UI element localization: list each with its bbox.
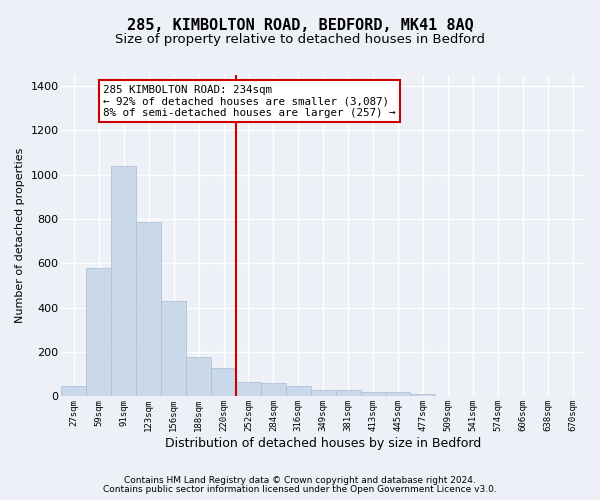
Bar — [410, 394, 436, 396]
Bar — [335, 390, 361, 396]
Bar — [361, 392, 386, 396]
X-axis label: Distribution of detached houses by size in Bedford: Distribution of detached houses by size … — [165, 437, 481, 450]
Text: Contains HM Land Registry data © Crown copyright and database right 2024.: Contains HM Land Registry data © Crown c… — [124, 476, 476, 485]
Text: Contains public sector information licensed under the Open Government Licence v3: Contains public sector information licen… — [103, 485, 497, 494]
Text: 285 KIMBOLTON ROAD: 234sqm
← 92% of detached houses are smaller (3,087)
8% of se: 285 KIMBOLTON ROAD: 234sqm ← 92% of deta… — [103, 84, 396, 118]
Bar — [236, 382, 261, 396]
Bar — [186, 357, 211, 397]
Bar — [136, 222, 161, 396]
Bar — [86, 268, 112, 396]
Bar — [61, 386, 86, 396]
Bar — [161, 301, 186, 396]
Bar — [112, 166, 136, 396]
Bar — [311, 390, 335, 396]
Bar — [286, 386, 311, 396]
Bar — [261, 383, 286, 396]
Bar — [211, 368, 236, 396]
Y-axis label: Number of detached properties: Number of detached properties — [15, 148, 25, 324]
Text: Size of property relative to detached houses in Bedford: Size of property relative to detached ho… — [115, 32, 485, 46]
Bar — [386, 392, 410, 396]
Text: 285, KIMBOLTON ROAD, BEDFORD, MK41 8AQ: 285, KIMBOLTON ROAD, BEDFORD, MK41 8AQ — [127, 18, 473, 32]
